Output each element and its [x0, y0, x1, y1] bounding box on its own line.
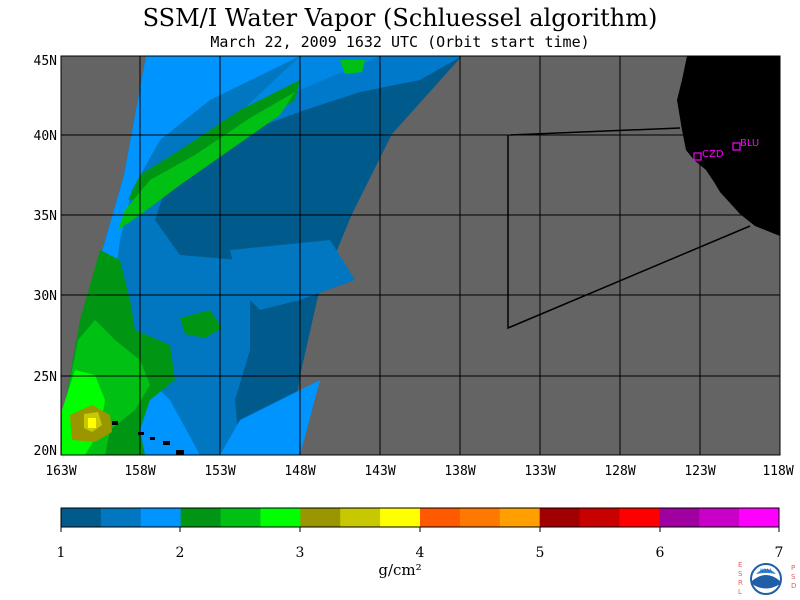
- colorbar-swatch-8: [340, 508, 381, 527]
- colorbar-swatch-3: [140, 508, 182, 527]
- lon-label-128w: 128W: [604, 464, 635, 479]
- colorbar-swatch-16: [659, 508, 700, 527]
- colorbar-swatch-5: [220, 508, 261, 527]
- svg-text:D: D: [791, 582, 796, 590]
- moisture-peak-core: [88, 418, 96, 428]
- colorbar-swatch-11: [459, 508, 501, 527]
- colorbar-swatch-7: [300, 508, 341, 527]
- lon-label-158w: 158W: [124, 464, 155, 479]
- lat-label-20n: 20N: [34, 444, 57, 459]
- colorbar-label-3: 3: [296, 545, 305, 561]
- site-marker-blu: [732, 142, 741, 151]
- colorbar-unit: g/cm²: [378, 561, 422, 579]
- colorbar-swatch-10: [420, 508, 461, 527]
- svg-text:S: S: [791, 573, 796, 581]
- colorbar-label-2: 2: [176, 545, 185, 561]
- lon-label-123w: 123W: [684, 464, 715, 479]
- graticule: [61, 56, 780, 455]
- svg-text:E: E: [738, 561, 742, 569]
- lat-label-30n: 30N: [34, 289, 57, 304]
- colorbar-swatch-1: [61, 508, 102, 527]
- colorbar-swatch-9: [380, 508, 421, 527]
- colorbar-swatch-12: [499, 508, 541, 527]
- longitude-labels: 163W 158W 153W 148W 143W 138W 133W 128W …: [45, 464, 793, 479]
- colorbar-swatch-17: [699, 508, 740, 527]
- noaa-logo-text: NOAA: [760, 568, 772, 573]
- svg-text:R: R: [738, 579, 743, 587]
- site-label-czd: CZD: [702, 149, 724, 160]
- colorbar-swatch-6: [260, 508, 301, 527]
- colorbar-swatch-18: [739, 508, 780, 527]
- colorbar-label-1: 1: [57, 545, 66, 561]
- colorbar-swatch-13: [539, 508, 581, 527]
- colorbar-label-5: 5: [536, 545, 545, 561]
- swath-band-light-blue-c: [220, 380, 320, 455]
- colorbar-swatch-2: [100, 508, 142, 527]
- swath-band-light-blue-b: [200, 56, 462, 150]
- colorbar-tick-labels: 1 2 3 4 5 6 7: [57, 545, 784, 561]
- region-outline: [509, 127, 681, 136]
- colorbar-label-4: 4: [416, 545, 425, 561]
- colorbar: [60, 507, 780, 532]
- map-title: SSM/I Water Vapor (Schluessel algorithm): [142, 4, 658, 32]
- lon-label-118w: 118W: [762, 464, 793, 479]
- colorbar-swatch-15: [619, 508, 660, 527]
- site-label-blu: BLU: [740, 138, 759, 149]
- lon-label-153w: 153W: [204, 464, 235, 479]
- svg-text:P: P: [791, 564, 795, 572]
- moisture-plume-green: [118, 92, 295, 230]
- lon-label-163w: 163W: [45, 464, 76, 479]
- land-north-america: [677, 56, 780, 236]
- latitude-labels: 45N 40N 35N 30N 25N 20N: [34, 54, 57, 459]
- swath-band-inner-blue-a: [230, 240, 355, 310]
- site-marker-czd: [693, 152, 702, 161]
- lon-label-143w: 143W: [364, 464, 395, 479]
- svg-text:S: S: [738, 570, 743, 578]
- lat-label-40n: 40N: [34, 129, 57, 144]
- moisture-patch-mid: [180, 310, 222, 338]
- lon-label-133w: 133W: [524, 464, 555, 479]
- colorbar-label-6: 6: [656, 545, 665, 561]
- map-frame: [60, 55, 781, 456]
- colorbar-swatch-14: [579, 508, 620, 527]
- lat-label-25n: 25N: [34, 370, 57, 385]
- colorbar-swatch-4: [180, 508, 222, 527]
- lat-label-35n: 35N: [34, 209, 57, 224]
- colorbar-label-7: 7: [775, 545, 784, 561]
- lon-label-138w: 138W: [444, 464, 475, 479]
- lat-label-45n: 45N: [34, 54, 57, 69]
- lon-label-148w: 148W: [284, 464, 315, 479]
- moisture-patch-north: [340, 60, 365, 74]
- region-outline-west: [507, 135, 751, 330]
- hawaii-islands: [112, 421, 184, 455]
- map-subtitle: March 22, 2009 1632 UTC (Orbit start tim…: [210, 33, 590, 51]
- svg-text:L: L: [738, 588, 742, 596]
